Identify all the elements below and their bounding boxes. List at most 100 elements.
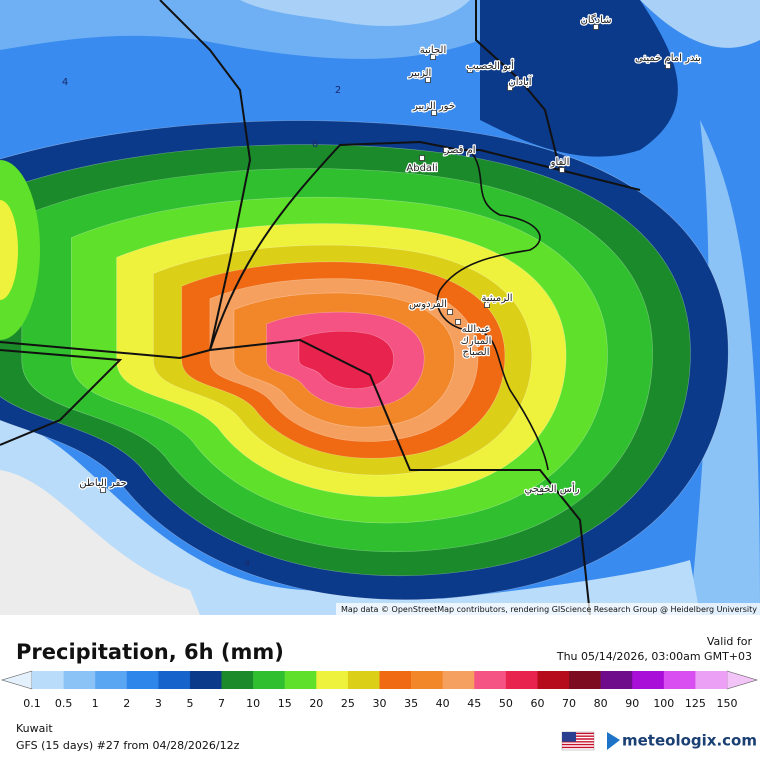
legend-label: 80 xyxy=(594,697,608,710)
place-dot xyxy=(484,302,490,308)
place-label: عبدالله xyxy=(462,324,491,335)
legend-swatch xyxy=(379,671,412,689)
legend-swatch xyxy=(95,671,128,689)
legend-swatch xyxy=(474,671,507,689)
legend-label: 7 xyxy=(218,697,225,710)
attribution: Map data © OpenStreetMap contributors, r… xyxy=(341,605,757,614)
legend-label: 40 xyxy=(436,697,450,710)
brand: meteologix.com xyxy=(622,732,757,750)
legend-swatch xyxy=(505,671,538,689)
place-dot xyxy=(100,487,106,493)
place-label: الفاو xyxy=(550,157,570,168)
legend-label: 90 xyxy=(625,697,639,710)
legend-label: 0.1 xyxy=(23,697,41,710)
legend-label: 60 xyxy=(530,697,544,710)
shade xyxy=(640,0,760,48)
legend-swatch xyxy=(158,671,191,689)
contour-label: 6 xyxy=(312,139,318,150)
shade xyxy=(0,160,40,340)
place-dot xyxy=(455,319,461,325)
place-label: المبارك xyxy=(461,336,492,347)
legend-label: 100 xyxy=(653,697,674,710)
place-label: الصباح xyxy=(462,347,489,358)
legend-label: 150 xyxy=(717,697,738,710)
place-dot xyxy=(443,147,449,153)
place-label: أبو الخصيب xyxy=(466,59,514,72)
legend-label: 30 xyxy=(373,697,387,710)
border xyxy=(209,140,641,351)
flag-canton xyxy=(562,732,576,742)
place-dot xyxy=(431,110,437,116)
legend-label: 45 xyxy=(467,697,481,710)
place-dot xyxy=(559,167,565,173)
place-label: شادگان xyxy=(580,14,611,26)
legend-swatch xyxy=(695,671,728,689)
legend-swatch xyxy=(221,671,254,689)
shade xyxy=(0,470,200,615)
logo-icon xyxy=(607,732,620,750)
legend-label: 35 xyxy=(404,697,418,710)
legend-label: 5 xyxy=(186,697,193,710)
legend: 0.1 0.5 1 2 3 5 7 10 15 20 25 30 35 40 45 50 60 70 80 90 100… xyxy=(0,670,759,710)
legend-swatch xyxy=(253,671,286,689)
shade xyxy=(0,200,18,300)
region: Kuwait xyxy=(16,722,53,735)
legend-label: 15 xyxy=(278,697,292,710)
legend-swatch xyxy=(189,671,222,689)
place-label: ام قصر xyxy=(443,145,475,156)
place-dot xyxy=(537,489,543,495)
place-label: حفر الباطن xyxy=(79,478,126,489)
precip-field xyxy=(0,120,729,600)
place-dot xyxy=(447,309,453,315)
valid-label: Valid for xyxy=(707,635,753,648)
legend-swatch xyxy=(411,671,443,689)
shade xyxy=(430,560,700,615)
legend-over xyxy=(726,670,759,690)
legend-swatch xyxy=(442,671,475,689)
place-dot xyxy=(467,67,473,73)
place-label: رأس الخفجي xyxy=(524,482,579,495)
model-info: GFS (15 days) #27 from 04/28/2026/12z xyxy=(16,739,240,752)
place-dot xyxy=(593,24,599,30)
legend-swatch xyxy=(347,671,380,689)
legend-swatch xyxy=(663,671,696,689)
place-dot xyxy=(665,63,671,69)
legend-swatch xyxy=(569,671,601,689)
contour-label: 4 xyxy=(62,77,68,88)
border xyxy=(0,338,591,615)
map: شادگان بندر امام خمینی الجانبة أبو الخصيب ال… xyxy=(0,0,760,615)
legend-label: 125 xyxy=(685,697,706,710)
valid-time: Thu 05/14/2026, 03:00am GMT+03 xyxy=(556,650,752,663)
place-dot xyxy=(425,77,431,83)
legend-label: 2 xyxy=(123,697,130,710)
flag xyxy=(561,731,595,751)
place-label: الجانبة xyxy=(420,45,447,56)
place-label: بندر امام خمینی xyxy=(635,53,701,64)
legend-label: 25 xyxy=(341,697,355,710)
legend-swatch xyxy=(284,671,317,689)
legend-swatch xyxy=(63,671,96,689)
place-label: آبادان xyxy=(508,75,532,88)
border xyxy=(475,0,561,171)
legend-swatch xyxy=(32,671,64,689)
shade xyxy=(240,0,470,26)
border xyxy=(159,0,252,351)
legend-swatch xyxy=(537,671,570,689)
legend-swatch xyxy=(126,671,159,689)
place-dot xyxy=(507,85,513,91)
place-label: الزبير xyxy=(408,68,432,79)
place-dot xyxy=(430,54,436,60)
border xyxy=(0,349,123,446)
shade xyxy=(480,0,678,157)
place-dot xyxy=(419,155,425,161)
place-label: Abdali xyxy=(406,163,437,174)
legend-swatch xyxy=(316,671,349,689)
place-label: خور الزبير xyxy=(412,101,455,112)
coastline xyxy=(436,149,549,471)
contour-label: 4 xyxy=(244,558,250,569)
legend-label: 0.5 xyxy=(55,697,73,710)
title: Precipitation, 6h (mm) xyxy=(16,640,284,664)
legend-swatch xyxy=(632,671,665,689)
